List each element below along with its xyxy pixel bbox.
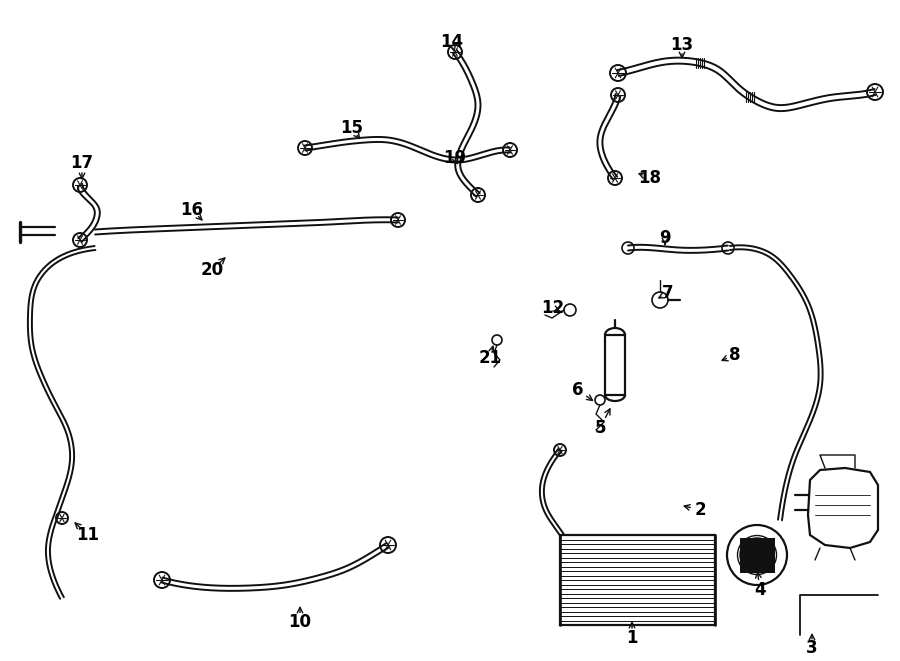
Text: 12: 12	[542, 299, 564, 317]
Text: 14: 14	[440, 33, 464, 51]
Text: 13: 13	[670, 36, 694, 54]
Bar	[560, 535, 715, 625]
Text: 15: 15	[340, 119, 364, 137]
Text: 6: 6	[572, 381, 584, 399]
Bar	[605, 335, 625, 395]
Text: 10: 10	[289, 613, 311, 631]
Text: 7: 7	[662, 284, 674, 302]
Text: 3: 3	[806, 639, 818, 657]
Text: 1: 1	[626, 629, 638, 647]
Text: 17: 17	[70, 154, 94, 172]
Text: 11: 11	[76, 526, 100, 544]
Text: 4: 4	[754, 581, 766, 599]
Text: 2: 2	[694, 501, 706, 519]
Text: 16: 16	[181, 201, 203, 219]
Text: 19: 19	[444, 149, 466, 167]
Text: 8: 8	[729, 346, 741, 364]
Text: 21: 21	[479, 349, 501, 367]
Text: 20: 20	[201, 261, 223, 279]
Text: 5: 5	[594, 419, 606, 437]
Text: 18: 18	[638, 169, 662, 187]
Text: 9: 9	[659, 229, 670, 247]
